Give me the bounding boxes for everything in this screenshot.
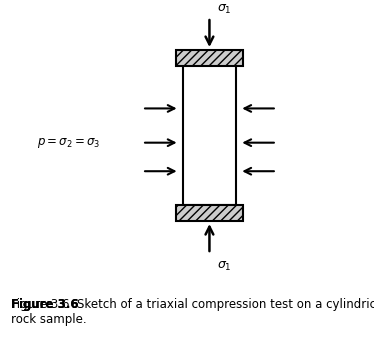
Bar <box>176 205 243 221</box>
Text: $\sigma_1$: $\sigma_1$ <box>217 260 232 273</box>
Text: Figure 3.6: Figure 3.6 <box>11 298 79 311</box>
Text: Figure 3.6: Figure 3.6 <box>11 298 79 311</box>
Bar <box>183 63 236 205</box>
Bar <box>176 50 243 66</box>
Text: Figure 3.6  Sketch of a triaxial compression test on a cylindrical
rock sample.: Figure 3.6 Sketch of a triaxial compress… <box>11 298 374 326</box>
Text: $p= \sigma_2 = \sigma_3$: $p= \sigma_2 = \sigma_3$ <box>37 136 101 150</box>
Text: $\sigma_1$: $\sigma_1$ <box>217 2 232 16</box>
